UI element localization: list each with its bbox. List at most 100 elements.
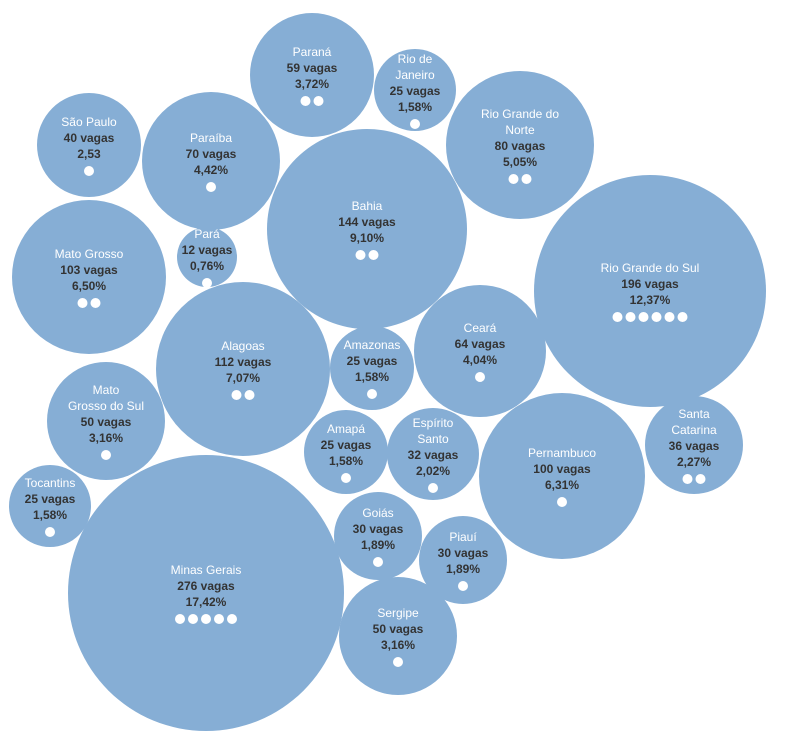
bubble-percent: 3,16% <box>381 638 415 652</box>
bubble-group-espirito-santo: Espírito Santo 32 vagas 2,02% <box>387 408 479 500</box>
bubble-label: Amazonas <box>344 338 401 352</box>
bubble-value: 112 vagas <box>215 355 272 369</box>
bubble-value: 36 vagas <box>669 439 720 453</box>
bubble-dot-marker <box>393 657 403 667</box>
bubble-group-sao-paulo: São Paulo 40 vagas 2,53 <box>37 93 141 197</box>
bubble-label: Pernambuco <box>528 446 596 460</box>
bubble-label: Grosso do Sul <box>68 399 144 413</box>
bubble-group-minas-gerais: Minas Gerais 276 vagas 17,42% <box>68 455 344 731</box>
bubble-value: 70 vagas <box>186 147 237 161</box>
bubble-dot-marker <box>665 312 675 322</box>
bubble-minas-gerais <box>68 455 344 731</box>
bubble-dot-marker <box>202 278 212 288</box>
bubble-dot-marker <box>341 473 351 483</box>
bubble-dot-marker <box>201 614 211 624</box>
bubble-dot-marker <box>45 527 55 537</box>
bubble-dot-marker <box>314 96 324 106</box>
bubble-paraiba <box>142 92 280 230</box>
bubble-value: 30 vagas <box>438 546 489 560</box>
bubble-percent: 4,04% <box>463 353 497 367</box>
bubble-value: 103 vagas <box>60 263 118 277</box>
bubble-dot-marker <box>683 474 693 484</box>
bubble-label: Paraíba <box>190 131 232 145</box>
bubble-pernambuco <box>479 393 645 559</box>
bubble-parana <box>250 13 374 137</box>
bubble-percent: 17,42% <box>186 595 227 609</box>
bubble-percent: 5,05% <box>503 155 537 169</box>
bubble-bahia <box>267 129 467 329</box>
bubble-percent: 1,58% <box>355 370 389 384</box>
bubble-group-mato-grosso: Mato Grosso 103 vagas 6,50% <box>12 200 166 354</box>
bubble-sergipe <box>339 577 457 695</box>
bubble-label: São Paulo <box>61 115 117 129</box>
bubble-dot-marker <box>509 174 519 184</box>
bubble-group-para: Pará 12 vagas 0,76% <box>177 227 237 288</box>
bubble-percent: 0,76% <box>190 259 224 273</box>
bubble-group-ceara: Ceará 64 vagas 4,04% <box>414 285 546 417</box>
bubble-value: 80 vagas <box>495 139 546 153</box>
bubble-label: Janeiro <box>395 68 435 82</box>
bubble-label: Rio Grande do <box>481 107 559 121</box>
bubble-dot-marker <box>175 614 185 624</box>
bubble-label: Mato Grosso <box>55 247 124 261</box>
bubble-value: 12 vagas <box>182 243 233 257</box>
bubble-value: 50 vagas <box>373 622 424 636</box>
bubble-value: 64 vagas <box>455 337 506 351</box>
bubble-dot-marker <box>78 298 88 308</box>
bubble-group-alagoas: Alagoas112 vagas7,07% <box>156 282 330 456</box>
bubble-label: Catarina <box>671 423 717 437</box>
bubble-percent: 2,02% <box>416 464 450 478</box>
bubble-dot-marker <box>188 614 198 624</box>
bubble-dot-marker <box>652 312 662 322</box>
bubble-value: 25 vagas <box>25 492 76 506</box>
bubble-label: Amapá <box>327 422 365 436</box>
bubble-label: Rio Grande do Sul <box>601 261 700 275</box>
bubble-label: Norte <box>505 123 535 137</box>
bubble-percent: 6,31% <box>545 478 579 492</box>
bubble-dot-marker <box>696 474 706 484</box>
bubble-label: Minas Gerais <box>171 563 242 577</box>
bubble-value: 276 vagas <box>177 579 235 593</box>
bubble-percent: 2,53 <box>77 147 101 161</box>
bubble-dot-marker <box>367 389 377 399</box>
bubble-percent: 6,50% <box>72 279 106 293</box>
bubble-group-pernambuco: Pernambuco 100 vagas 6,31% <box>479 393 645 559</box>
bubble-label: Bahia <box>352 199 383 213</box>
bubble-label: Rio de <box>398 52 433 66</box>
bubble-value: 25 vagas <box>390 84 441 98</box>
bubble-dot-marker <box>639 312 649 322</box>
bubble-label: Tocantins <box>25 476 76 490</box>
bubble-alagoas <box>156 282 330 456</box>
bubble-label: Sergipe <box>377 606 419 620</box>
bubble-percent: 1,58% <box>329 454 363 468</box>
bubble-sao-paulo <box>37 93 141 197</box>
bubble-percent: 1,89% <box>361 538 395 552</box>
bubble-value: 50 vagas <box>81 415 132 429</box>
bubble-group-santa-catarina: Santa Catarina 36 vagas 2,27% <box>645 396 743 494</box>
bubble-dot-marker <box>410 119 420 129</box>
bubble-group-tocantins: Tocantins25 vagas1,58% <box>9 465 91 547</box>
bubble-dot-marker <box>232 390 242 400</box>
bubble-dot-marker <box>101 450 111 460</box>
bubble-group-mato-grosso-do-sul: Mato Grosso do Sul 50 vagas 3,16% <box>47 362 165 480</box>
bubble-dot-marker <box>428 483 438 493</box>
bubble-label: Santo <box>417 432 449 446</box>
bubble-dot-marker <box>301 96 311 106</box>
bubble-group-sergipe: Sergipe 50 vagas 3,16% <box>339 577 457 695</box>
bubble-mato-grosso <box>12 200 166 354</box>
bubble-dot-marker <box>557 497 567 507</box>
bubble-label: Ceará <box>464 321 497 335</box>
bubble-dot-marker <box>206 182 216 192</box>
bubble-group-amapa: Amapá 25 vagas 1,58% <box>304 410 388 494</box>
bubble-group-parana: Paraná59 vagas3,72% <box>250 13 374 137</box>
bubble-value: 196 vagas <box>621 277 679 291</box>
bubble-percent: 3,72% <box>295 77 329 91</box>
bubble-group-goias: Goiás 30 vagas 1,89% <box>334 492 422 580</box>
bubble-rio-grande-do-sul <box>534 175 766 407</box>
bubble-dot-marker <box>458 581 468 591</box>
bubble-percent: 4,42% <box>194 163 228 177</box>
bubble-percent: 2,27% <box>677 455 711 469</box>
bubble-value: 32 vagas <box>408 448 459 462</box>
bubble-value: 40 vagas <box>64 131 115 145</box>
bubble-group-bahia: Bahia144 vagas9,10% <box>267 129 467 329</box>
